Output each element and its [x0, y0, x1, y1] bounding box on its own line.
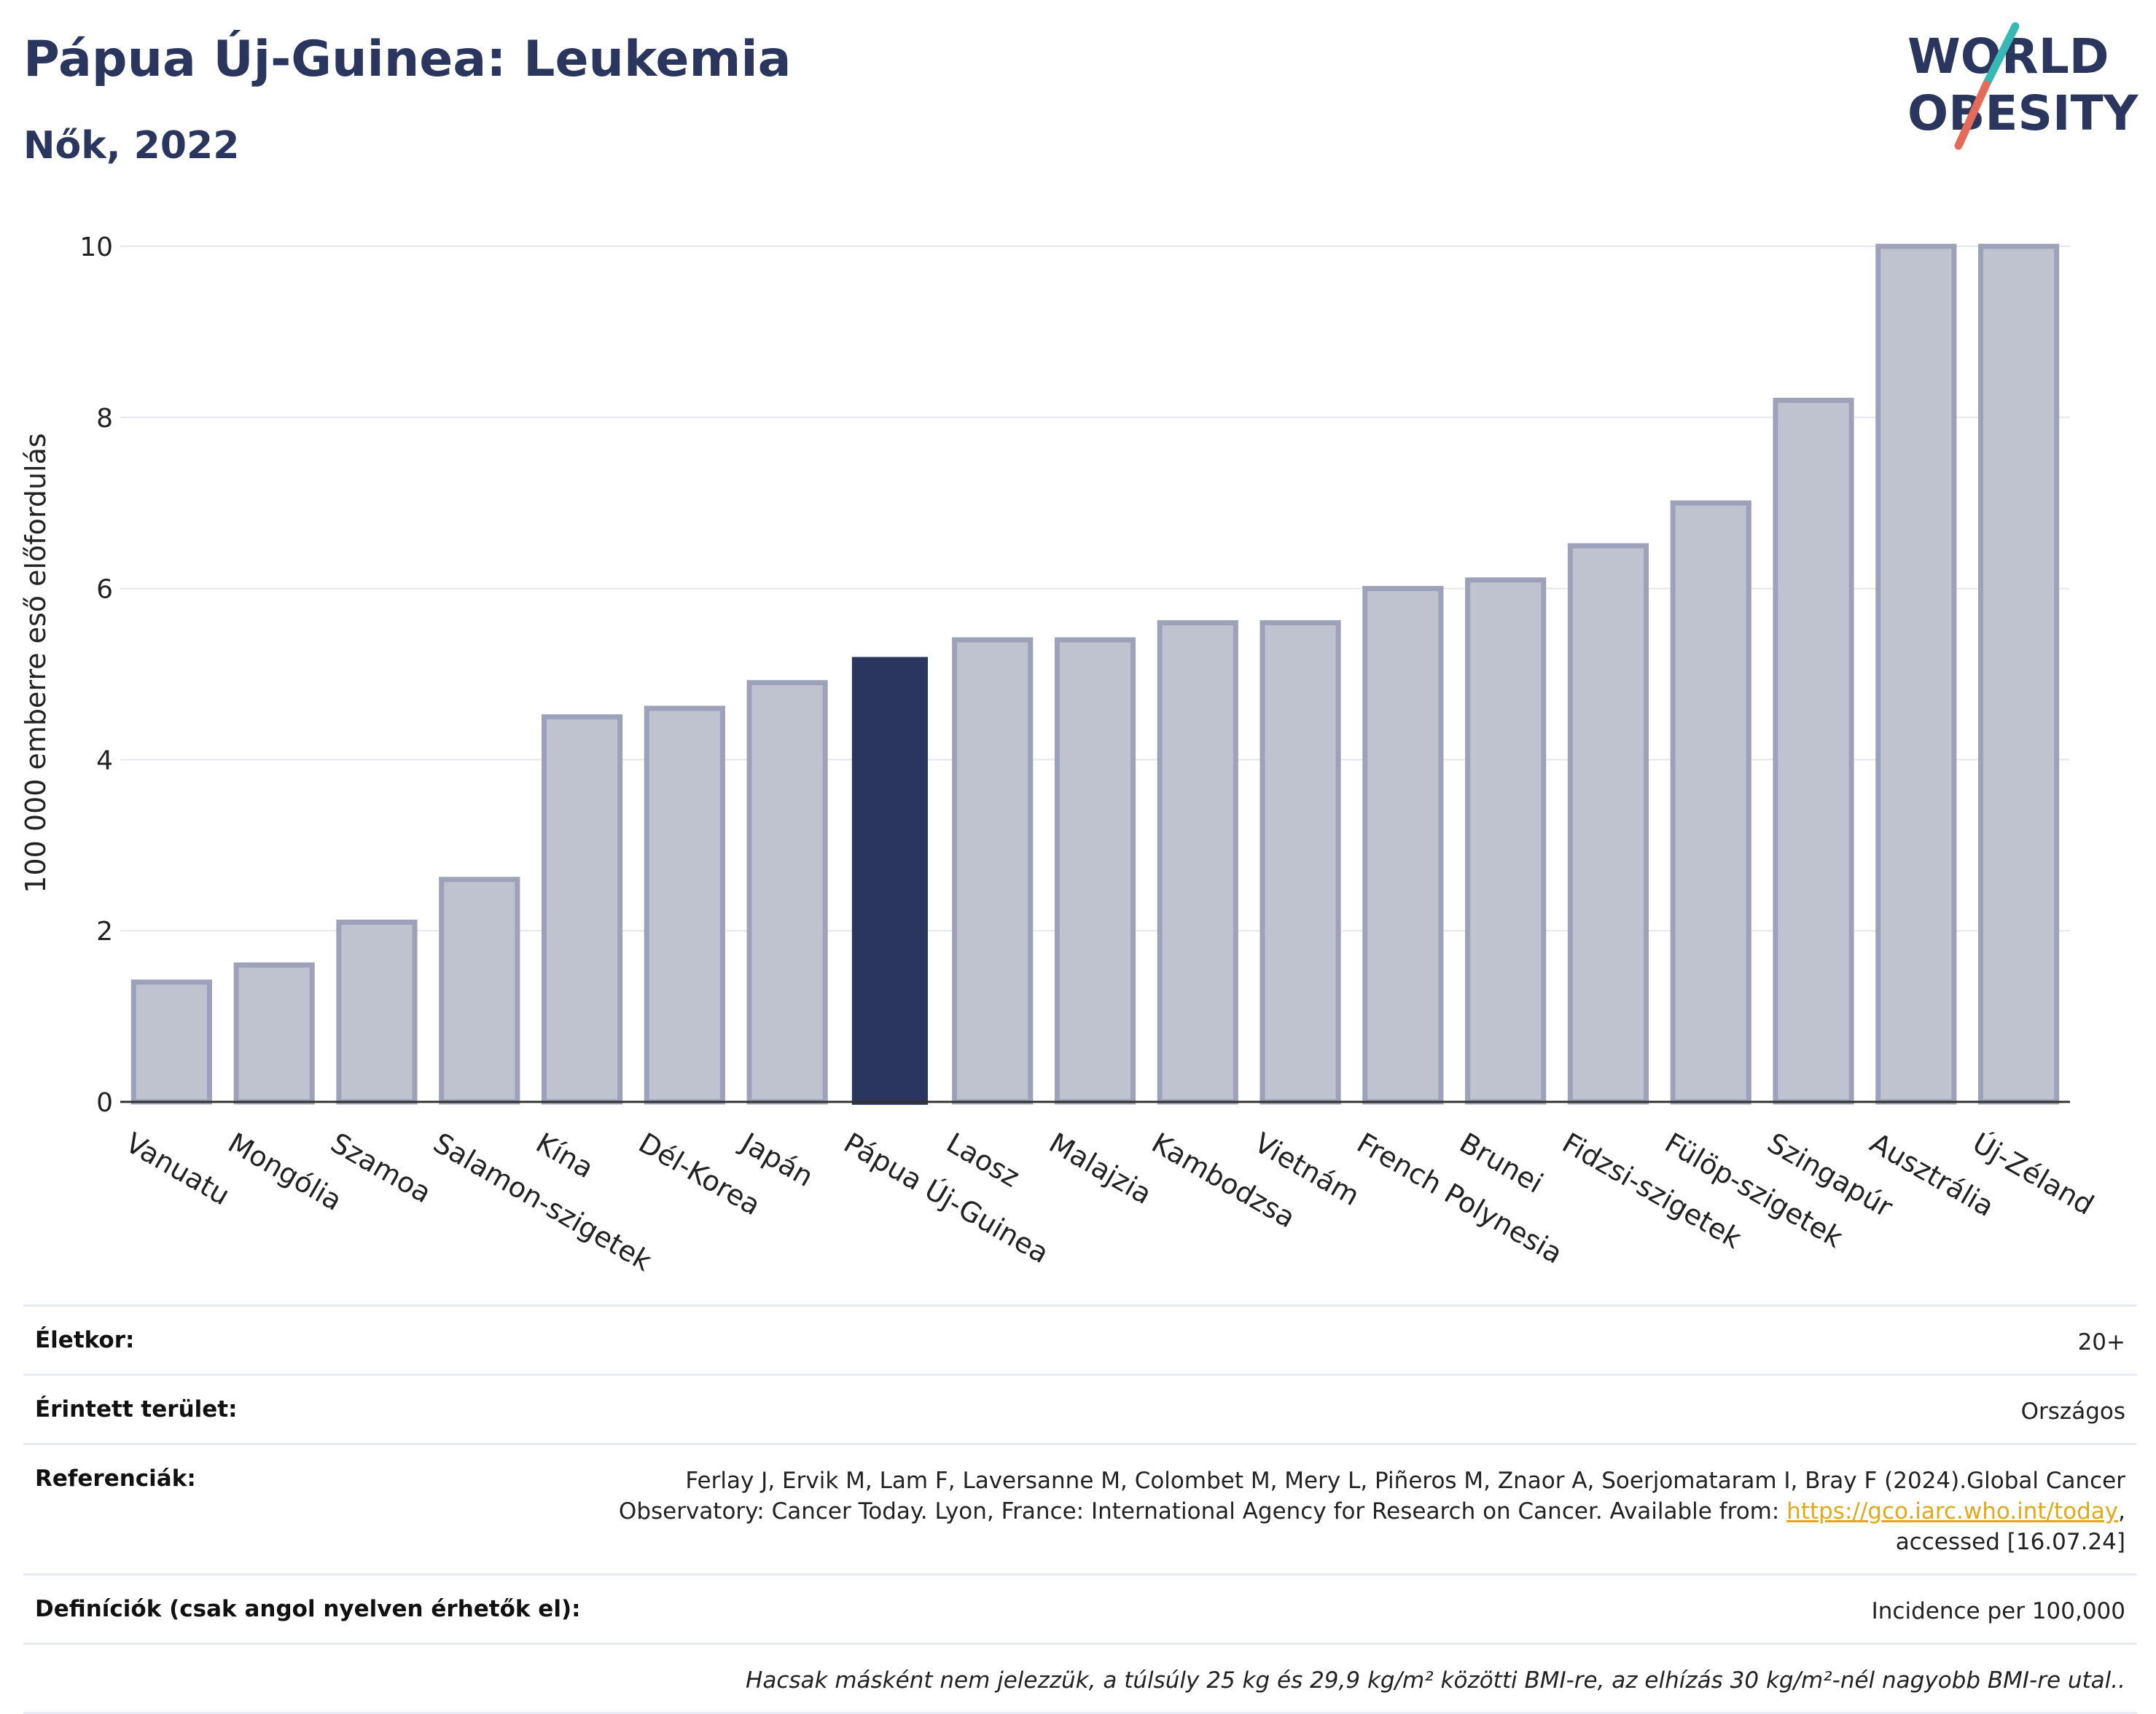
note-spacer — [23, 1643, 593, 1714]
y-tick-label: 8 — [96, 404, 113, 434]
x-tick-label: Malajzia — [1044, 1127, 1157, 1210]
age-label: Életkor: — [23, 1304, 593, 1375]
bar-fidzsi-szigetek — [1567, 543, 1649, 1105]
y-tick-label: 0 — [96, 1088, 113, 1118]
bar-új-zéland — [1978, 243, 2060, 1105]
y-tick-label: 2 — [96, 917, 113, 947]
definitions-value: Incidence per 100,000 — [592, 1573, 2137, 1644]
bar-szingapúr — [1773, 397, 1854, 1105]
info-row-note: Hacsak másként nem jelezzük, a túlsúly 2… — [23, 1643, 2137, 1714]
x-tick-label: Fülöp-szigetek — [1660, 1127, 1848, 1254]
y-tick-labels: 0 2 4 6 8 10 — [79, 232, 113, 1118]
bar-pápua-új-guinea — [851, 657, 929, 1105]
references-value: Ferlay J, Ervik M, Lam F, Laversanne M, … — [592, 1443, 2137, 1575]
bar-kambodzsa — [1157, 620, 1238, 1105]
bar-ausztrália — [1875, 243, 1957, 1105]
bar-chart: 0 2 4 6 8 10 VanuatuMongóliaSzamoaSalamon-szi… — [20, 232, 2099, 1277]
bmi-note: Hacsak másként nem jelezzük, a túlsúly 2… — [592, 1643, 2137, 1714]
page-title: Pápua Új-Guinea: Leukemia — [23, 31, 792, 88]
area-label: Érintett terület: — [23, 1374, 593, 1444]
bar-brunei — [1465, 577, 1547, 1105]
info-row-age: Életkor: 20+ — [23, 1304, 2137, 1375]
age-value: 20+ — [592, 1304, 2137, 1375]
y-tick-label: 10 — [79, 232, 113, 262]
bar-fülöp-szigetek — [1670, 500, 1751, 1105]
bars — [120, 243, 2070, 1105]
area-value: Országos — [592, 1374, 2137, 1444]
references-link[interactable]: https://gco.iarc.who.int/today — [1786, 1498, 2119, 1525]
definitions-label: Definíciók (csak angol nyelven érhetők e… — [23, 1573, 593, 1644]
y-axis-label: 100 000 emberre eső előfordulás — [20, 433, 52, 893]
bar-japán — [746, 680, 828, 1105]
bar-malajzia — [1054, 637, 1136, 1105]
logo-line2: OBESITY — [1907, 85, 2139, 141]
bar-kína — [541, 714, 623, 1105]
bar-vietnám — [1259, 620, 1341, 1105]
info-row-area: Érintett terület: Országos — [23, 1374, 2137, 1444]
world-obesity-logo: WORLD OBESITY — [1907, 22, 2139, 150]
bar-laosz — [952, 637, 1034, 1105]
x-tick-label: Kína — [531, 1127, 599, 1185]
info-table: Életkor: 20+ Érintett terület: Országos … — [23, 1304, 2137, 1714]
x-tick-label: Mongólia — [223, 1127, 348, 1217]
bar-szamoa — [336, 919, 418, 1105]
bar-dél-korea — [644, 705, 725, 1105]
references-text: Ferlay J, Ervik M, Lam F, Laversanne M, … — [618, 1468, 2125, 1525]
logo-slash-teal — [1982, 22, 2020, 89]
info-row-definitions: Definíciók (csak angol nyelven érhetők e… — [23, 1573, 2137, 1644]
logo-slash-coral — [1954, 80, 1991, 150]
bar-mongólia — [233, 962, 315, 1105]
references-accessed: , accessed [16.07.24] — [1895, 1498, 2125, 1555]
info-row-references: Referenciák: Ferlay J, Ervik M, Lam F, L… — [23, 1443, 2137, 1575]
y-tick-label: 4 — [96, 746, 113, 775]
references-label: Referenciák: — [23, 1443, 593, 1575]
bar-vanuatu — [130, 979, 212, 1105]
y-tick-label: 6 — [96, 575, 113, 605]
page-subtitle: Nők, 2022 — [23, 124, 240, 168]
x-tick-label: Fidzsi-szigetek — [1557, 1127, 1747, 1255]
x-tick-label: Vanuatu — [120, 1127, 235, 1211]
bar-salamon-szigetek — [439, 877, 520, 1105]
x-tick-labels: VanuatuMongóliaSzamoaSalamon-szigetekKín… — [120, 1126, 2099, 1277]
bar-french-polynesia — [1362, 586, 1444, 1105]
